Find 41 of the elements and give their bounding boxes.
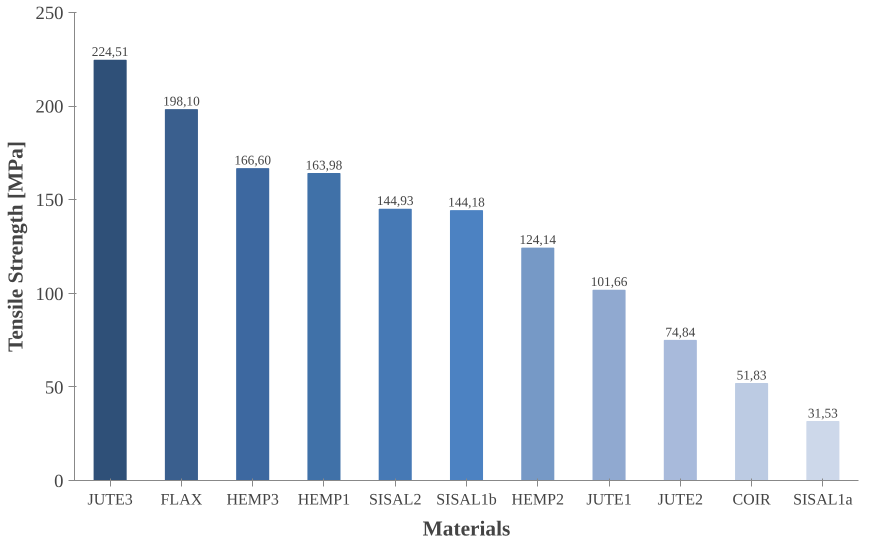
bar [664,340,697,480]
bar [450,210,484,480]
bar [236,168,270,480]
data-label: 101,66 [590,274,628,290]
x-tick-label: SISAL1a [793,492,853,508]
x-tick-label: SISAL1b [436,492,497,508]
bar [164,109,198,480]
y-tick-label: 250 [36,3,64,24]
x-tick-label: JUTE3 [87,492,133,508]
bar [592,290,626,480]
bar [806,420,840,480]
y-tick-label: 0 [54,471,64,492]
x-tick-label: HEMP1 [298,492,350,508]
y-tick-label: 100 [36,284,64,305]
data-label: 144,93 [376,193,414,208]
bar [307,173,340,480]
bar [94,60,127,480]
y-tick-label: 200 [36,96,64,118]
x-tick-label: SISAL2 [369,492,422,508]
data-label: 198,10 [163,94,200,109]
x-tick-label: JUTE1 [586,492,632,508]
data-label: 31,53 [808,405,838,420]
x-tick-label: COIR [732,492,772,508]
data-label: 74,84 [665,324,696,340]
x-tick-label: JUTE2 [658,492,703,508]
data-label: 224,51 [92,44,128,60]
y-tick-label: 50 [44,377,64,398]
data-label: 144,18 [448,194,486,210]
y-axis-title: Tensile Strength [MPa] [4,141,28,352]
data-label: 166,60 [234,152,272,168]
bar [735,382,768,480]
data-label: 163,98 [306,158,343,173]
data-label: 124,14 [519,232,556,248]
bar [521,248,554,480]
bar [378,208,412,480]
y-tick-label: 150 [36,190,64,212]
x-tick-label: HEMP3 [226,492,279,508]
x-axis-title: Materials [422,516,510,540]
data-label: 51,83 [736,367,767,382]
x-tick-label: HEMP2 [512,492,564,508]
x-tick-label: FLAX [160,492,203,508]
